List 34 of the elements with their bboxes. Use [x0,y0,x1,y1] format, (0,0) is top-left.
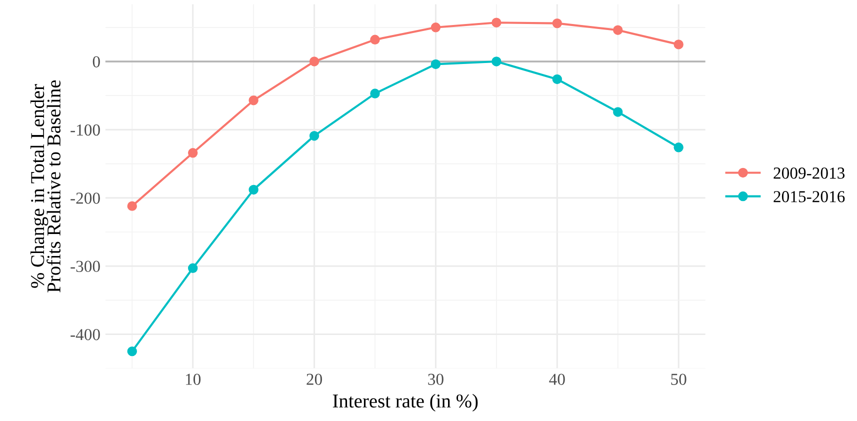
point [613,107,623,117]
y-tick-label: -400 [70,328,100,340]
y-tick-label: 0 [92,56,100,68]
point [127,346,137,356]
point [552,18,562,28]
point [127,201,137,211]
point [613,25,623,35]
y-tick-label: -200 [70,192,100,204]
legend-label: 2009-2013 [774,167,845,179]
point [188,148,198,158]
point [370,88,380,98]
x-tick-label: 50 [671,374,686,385]
point [492,56,502,66]
point [188,263,198,273]
point [552,74,562,84]
y-tick-label: -300 [70,260,100,272]
x-axis-title: Interest rate (in %) [332,394,478,412]
point [430,22,441,32]
point [309,130,320,141]
point [674,142,684,152]
point [430,59,441,70]
point [492,18,502,28]
x-tick-label: 20 [306,374,322,385]
point [309,56,320,66]
point [248,184,258,195]
point [674,40,684,50]
point [370,34,380,45]
x-tick-label: 10 [186,374,201,385]
legend-label: 2015-2016 [774,191,845,202]
point [248,96,258,106]
x-tick-label: 30 [428,374,444,385]
x-tick-label: 40 [549,374,565,385]
y-tick-label: -100 [70,124,100,136]
y-axis-title: % Change in Total Lender Profits Relative to Baseline [30,80,60,292]
